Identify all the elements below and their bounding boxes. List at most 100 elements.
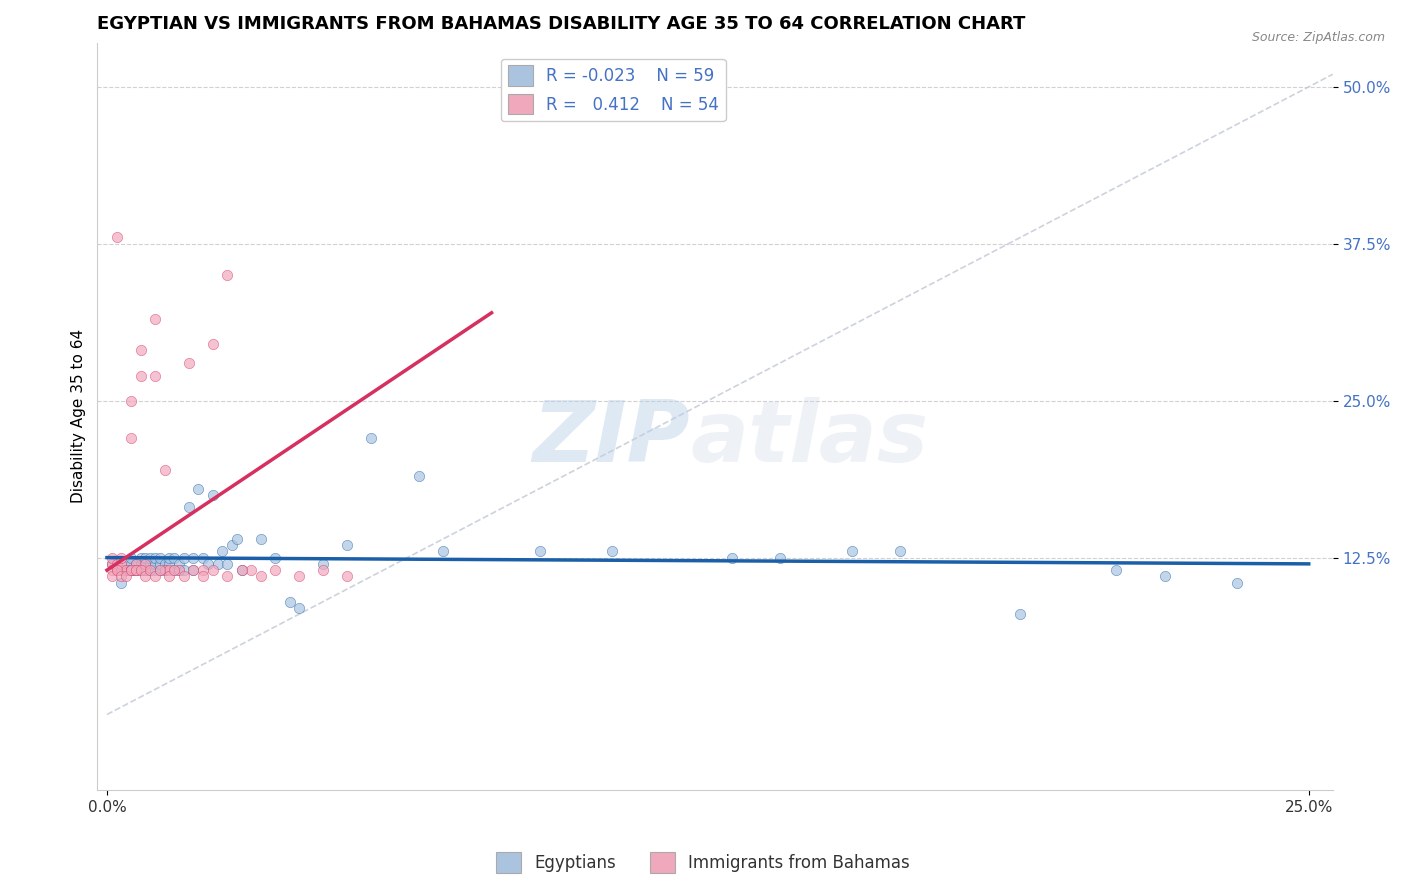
- Point: [432, 544, 454, 558]
- Point: [231, 563, 253, 577]
- Point: [183, 563, 205, 577]
- Point: [167, 563, 190, 577]
- Point: [159, 569, 181, 583]
- Point: [312, 557, 335, 571]
- Point: [889, 544, 911, 558]
- Point: [129, 557, 152, 571]
- Point: [134, 563, 156, 577]
- Point: [120, 393, 142, 408]
- Point: [143, 368, 166, 383]
- Point: [153, 563, 176, 577]
- Point: [336, 569, 359, 583]
- Point: [217, 569, 239, 583]
- Point: [120, 563, 142, 577]
- Point: [125, 563, 148, 577]
- Point: [149, 550, 172, 565]
- Point: [201, 488, 224, 502]
- Point: [105, 557, 128, 571]
- Point: [336, 538, 359, 552]
- Point: [125, 563, 148, 577]
- Point: [153, 563, 176, 577]
- Point: [149, 563, 172, 577]
- Point: [173, 550, 195, 565]
- Point: [100, 569, 122, 583]
- Point: [110, 563, 132, 577]
- Point: [1105, 563, 1128, 577]
- Point: [191, 550, 214, 565]
- Point: [139, 563, 162, 577]
- Point: [125, 557, 148, 571]
- Point: [100, 557, 122, 571]
- Point: [120, 431, 142, 445]
- Point: [221, 538, 243, 552]
- Point: [125, 563, 148, 577]
- Point: [249, 569, 271, 583]
- Point: [167, 557, 190, 571]
- Point: [125, 557, 148, 571]
- Point: [159, 550, 181, 565]
- Point: [1153, 569, 1175, 583]
- Point: [115, 557, 138, 571]
- Point: [129, 563, 152, 577]
- Point: [139, 557, 162, 571]
- Point: [129, 368, 152, 383]
- Point: [129, 550, 152, 565]
- Point: [149, 563, 172, 577]
- Point: [278, 594, 301, 608]
- Point: [110, 557, 132, 571]
- Point: [769, 550, 792, 565]
- Point: [134, 569, 156, 583]
- Point: [231, 563, 253, 577]
- Point: [312, 563, 335, 577]
- Legend: Egyptians, Immigrants from Bahamas: Egyptians, Immigrants from Bahamas: [489, 846, 917, 880]
- Point: [100, 557, 122, 571]
- Point: [163, 550, 186, 565]
- Point: [173, 569, 195, 583]
- Point: [264, 563, 287, 577]
- Point: [134, 557, 156, 571]
- Text: Source: ZipAtlas.com: Source: ZipAtlas.com: [1251, 31, 1385, 45]
- Point: [264, 550, 287, 565]
- Point: [110, 569, 132, 583]
- Point: [201, 563, 224, 577]
- Point: [159, 557, 181, 571]
- Point: [217, 557, 239, 571]
- Point: [129, 563, 152, 577]
- Point: [177, 500, 200, 515]
- Point: [187, 482, 209, 496]
- Point: [105, 563, 128, 577]
- Point: [163, 563, 186, 577]
- Point: [105, 563, 128, 577]
- Point: [183, 563, 205, 577]
- Point: [120, 557, 142, 571]
- Point: [1226, 575, 1249, 590]
- Point: [173, 563, 195, 577]
- Point: [197, 557, 219, 571]
- Point: [139, 550, 162, 565]
- Point: [149, 557, 172, 571]
- Point: [201, 337, 224, 351]
- Text: EGYPTIAN VS IMMIGRANTS FROM BAHAMAS DISABILITY AGE 35 TO 64 CORRELATION CHART: EGYPTIAN VS IMMIGRANTS FROM BAHAMAS DISA…: [97, 15, 1026, 33]
- Point: [139, 563, 162, 577]
- Point: [841, 544, 863, 558]
- Point: [115, 569, 138, 583]
- Point: [143, 550, 166, 565]
- Point: [217, 268, 239, 282]
- Point: [191, 563, 214, 577]
- Y-axis label: Disability Age 35 to 64: Disability Age 35 to 64: [72, 329, 86, 503]
- Point: [120, 550, 142, 565]
- Point: [120, 563, 142, 577]
- Point: [143, 569, 166, 583]
- Legend: R = -0.023    N = 59, R =   0.412    N = 54: R = -0.023 N = 59, R = 0.412 N = 54: [501, 59, 725, 121]
- Point: [721, 550, 744, 565]
- Point: [177, 356, 200, 370]
- Point: [105, 230, 128, 244]
- Point: [100, 563, 122, 577]
- Point: [134, 563, 156, 577]
- Point: [191, 569, 214, 583]
- Point: [249, 532, 271, 546]
- Point: [600, 544, 623, 558]
- Point: [1010, 607, 1032, 621]
- Point: [110, 550, 132, 565]
- Point: [143, 312, 166, 326]
